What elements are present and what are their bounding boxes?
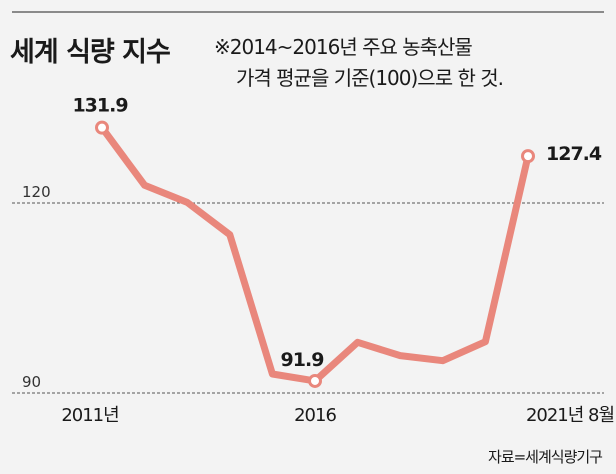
y-tick-label-90: 90	[22, 373, 41, 391]
x-tick-label: 2011년	[61, 405, 118, 426]
source-label: 자료=세계식량기구	[488, 448, 603, 466]
y-tick-label-120: 120	[22, 183, 51, 201]
data-point-2011	[95, 120, 109, 135]
chart-title: 세계 식량 지수	[10, 37, 171, 68]
data-label: 131.9	[72, 95, 127, 117]
note-line-1: ※2014~2016년 주요 농축산물	[214, 35, 473, 59]
note-line-2: 가격 평균을 기준(100)으로 한 것.	[236, 66, 504, 90]
x-tick-label: 2016	[294, 405, 336, 426]
chart-note: ※2014~2016년 주요 농축산물 가격 평균을 기준(100)으로 한 것…	[214, 32, 504, 94]
data-label: 127.4	[546, 143, 602, 165]
x-tick-label: 2021년 8월	[526, 405, 614, 426]
series-line	[98, 124, 532, 385]
data-point-2016	[308, 373, 322, 388]
top-rule	[12, 11, 604, 13]
data-label: 91.9	[281, 349, 324, 371]
data-point-2021.8	[521, 149, 535, 164]
